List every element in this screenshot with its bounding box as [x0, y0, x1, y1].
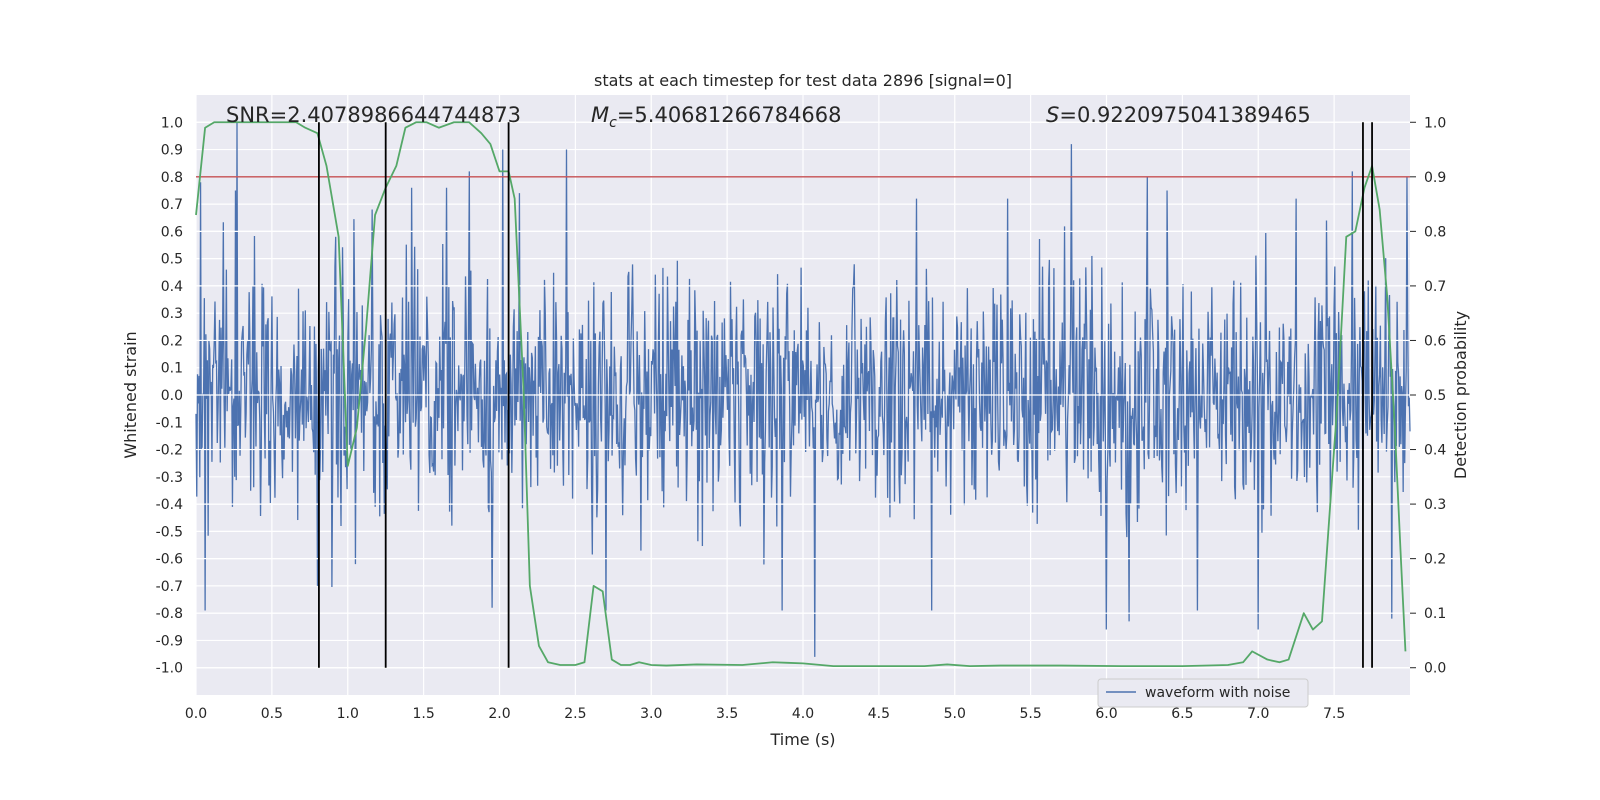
left-axis-ticks: -1.0 -0.9 -0.8 -0.7 -0.6 -0.5 -0.4 -0.3 -0.2 -0.1…: [156, 115, 183, 676]
left-y-tick-label: 0.5: [161, 252, 183, 268]
mc-subscript: c: [609, 115, 617, 131]
x-tick-label: 2.0: [488, 706, 510, 722]
right-axis-ticks: 0.0 0.1 0.2 0.3 0.4 0.5 0.6 0.7 0.8 0.9 1.0: [1410, 115, 1446, 677]
x-tick-label: 3.5: [716, 706, 738, 722]
left-y-tick-label: 0.9: [161, 143, 183, 159]
right-y-tick-label: 0.2: [1424, 552, 1446, 568]
x-tick-label: 1.5: [412, 706, 434, 722]
x-tick-label: 4.5: [868, 706, 890, 722]
left-y-tick-label: 0.8: [161, 170, 183, 186]
right-axis-label: Detection probability: [1451, 311, 1470, 479]
mc-symbol: M: [591, 103, 609, 127]
chart-title: stats at each timestep for test data 289…: [594, 71, 1012, 90]
left-y-tick-label: -0.6: [156, 552, 183, 568]
x-axis-label: Time (s): [769, 730, 835, 749]
chirp-mass-annotation: Mc=5.40681266784668: [591, 103, 842, 131]
left-y-tick-label: -0.3: [156, 470, 183, 486]
left-y-tick-label: 0.4: [161, 279, 183, 295]
left-axis-label: Whitened strain: [121, 331, 140, 458]
right-y-tick-label: 0.8: [1424, 224, 1446, 240]
x-tick-label: 5.0: [944, 706, 966, 722]
x-tick-label: 3.0: [640, 706, 662, 722]
x-tick-label: 7.0: [1247, 706, 1269, 722]
legend-box: [1097, 678, 1309, 708]
probability-series-group: [195, 121, 1407, 667]
x-tick-label: 6.5: [1171, 706, 1193, 722]
left-y-tick-label: -0.5: [156, 524, 183, 540]
right-y-tick-label: 0.0: [1424, 661, 1446, 677]
left-y-tick-label: -0.9: [156, 633, 183, 649]
left-y-tick-label: -0.7: [156, 579, 183, 595]
left-y-tick-label: 1.0: [161, 115, 183, 131]
left-y-tick-label: 0.1: [161, 361, 183, 377]
x-tick-label: 0.0: [185, 706, 207, 722]
right-y-tick-label: 0.6: [1424, 333, 1446, 349]
legend: waveform with noise: [1097, 678, 1309, 708]
x-tick-label: 2.5: [564, 706, 586, 722]
waveform-series: [195, 122, 1411, 657]
right-y-tick-label: 0.1: [1424, 606, 1446, 622]
s-symbol: S: [1046, 103, 1059, 127]
right-y-tick-label: 0.4: [1424, 443, 1446, 459]
x-tick-label: 4.0: [792, 706, 814, 722]
left-y-tick-label: 0.3: [161, 306, 183, 322]
right-y-tick-label: 0.9: [1424, 170, 1446, 186]
probability-line: [195, 121, 1407, 667]
x-tick-label: 7.5: [1323, 706, 1345, 722]
snr-annotation: SNR=2.4078986644744873: [226, 103, 521, 127]
left-y-tick-label: -0.2: [156, 443, 183, 459]
left-y-tick-label: -0.4: [156, 497, 183, 513]
right-y-tick-label: 1.0: [1424, 115, 1446, 131]
left-y-tick-label: 0.2: [161, 333, 183, 349]
mc-value: =5.40681266784668: [617, 103, 842, 127]
x-tick-label: 1.0: [337, 706, 359, 722]
s-value: =0.9220975041389465: [1059, 103, 1310, 127]
right-y-tick-label: 0.3: [1424, 497, 1446, 513]
left-y-tick-label: 0.6: [161, 224, 183, 240]
left-y-tick-label: -0.8: [156, 606, 183, 622]
legend-label: waveform with noise: [1145, 685, 1290, 701]
snr-text: SNR=2.4078986644744873: [226, 103, 521, 127]
left-y-tick-label: 0.0: [161, 388, 183, 404]
x-axis-ticks: 0.0 0.5 1.0 1.5 2.0 2.5 3.0 3.5 4.0 4.5 5.0 5.5 6.0 6…: [185, 706, 1345, 722]
s-annotation: S=0.9220975041389465: [1046, 103, 1311, 127]
x-tick-label: 6.0: [1095, 706, 1117, 722]
waveform-trace: [195, 122, 1411, 657]
right-y-tick-label: 0.7: [1424, 279, 1446, 295]
right-y-tick-label: 0.5: [1424, 388, 1446, 404]
x-tick-label: 0.5: [261, 706, 283, 722]
left-y-tick-label: -0.1: [156, 415, 183, 431]
left-y-tick-label: 0.7: [161, 197, 183, 213]
x-tick-label: 5.5: [1019, 706, 1041, 722]
left-y-tick-label: -1.0: [156, 661, 183, 677]
vertical-markers: [318, 122, 1373, 668]
